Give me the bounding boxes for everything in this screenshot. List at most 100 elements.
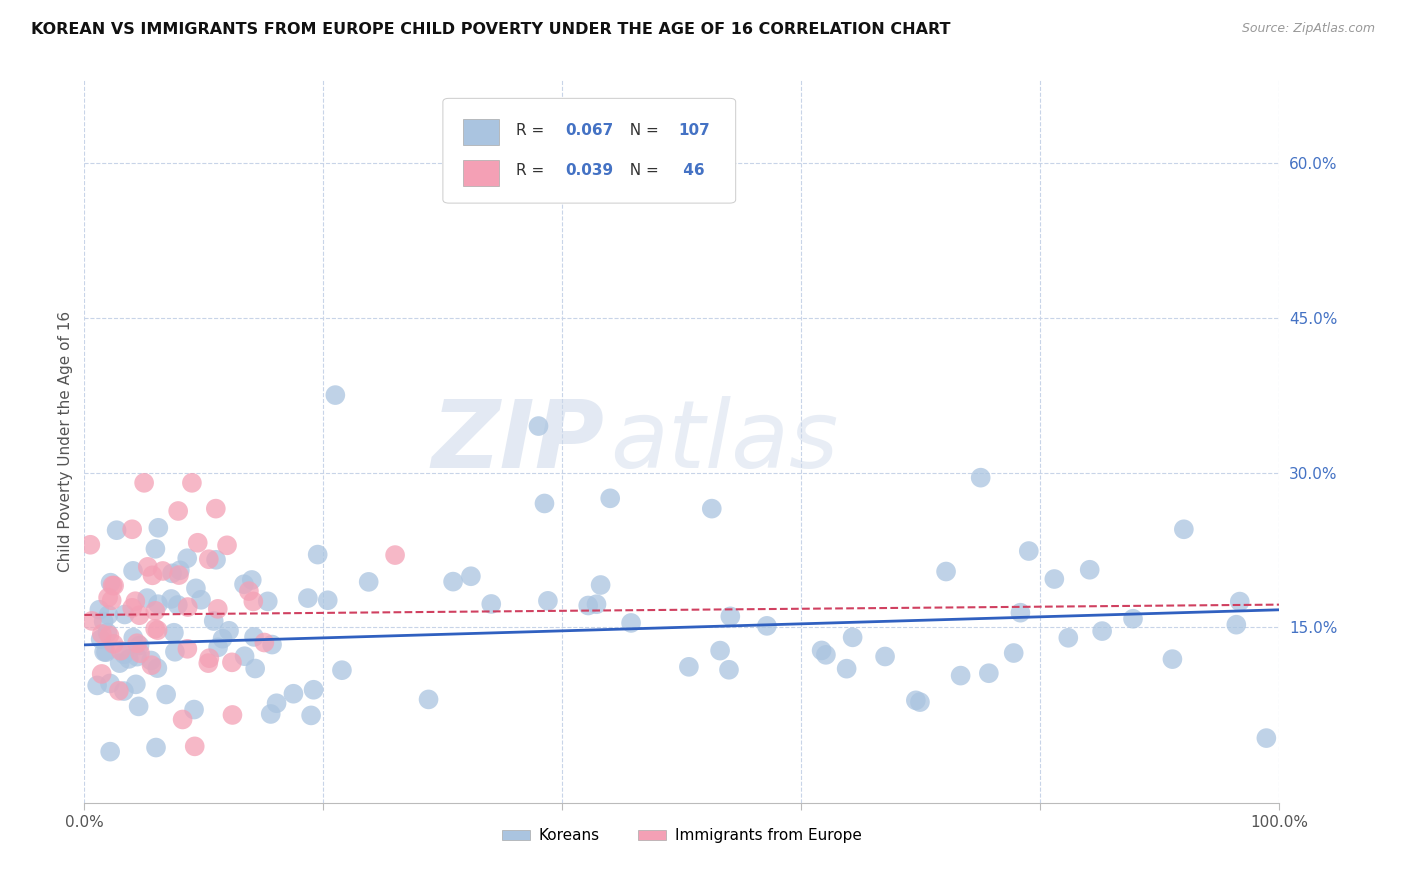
Point <box>221 656 243 670</box>
Point <box>167 504 190 518</box>
Point <box>121 522 143 536</box>
Point <box>242 594 264 608</box>
Text: 0.039: 0.039 <box>565 163 613 178</box>
Point <box>169 563 191 577</box>
Point <box>207 640 229 655</box>
Point <box>128 699 150 714</box>
Point <box>100 593 122 607</box>
Point <box>166 598 188 612</box>
Point <box>183 739 205 754</box>
Point <box>122 631 145 645</box>
Text: N =: N = <box>620 122 664 137</box>
Point <box>585 597 607 611</box>
Point <box>112 684 135 698</box>
Text: 46: 46 <box>678 163 704 178</box>
Point <box>970 471 993 485</box>
Point <box>678 660 700 674</box>
Point <box>198 651 221 665</box>
Point <box>141 568 163 582</box>
Point <box>176 551 198 566</box>
Point <box>167 568 190 582</box>
Point <box>233 649 256 664</box>
Text: 107: 107 <box>678 122 710 137</box>
Point <box>1229 594 1251 608</box>
Point <box>211 632 233 646</box>
Point <box>163 645 186 659</box>
Point <box>136 559 159 574</box>
Point <box>86 678 108 692</box>
Point <box>240 573 263 587</box>
Point <box>441 574 464 589</box>
Point <box>717 663 740 677</box>
Point <box>80 614 103 628</box>
Point <box>100 575 122 590</box>
Point <box>93 645 115 659</box>
Point <box>238 584 260 599</box>
Point <box>302 682 325 697</box>
Text: ZIP: ZIP <box>432 395 605 488</box>
Point <box>527 419 550 434</box>
Bar <box>463 120 499 145</box>
Point <box>146 623 169 637</box>
Point <box>755 619 778 633</box>
Point <box>718 609 741 624</box>
Point <box>103 637 125 651</box>
Point <box>479 597 502 611</box>
Point <box>1002 646 1025 660</box>
Point <box>146 661 169 675</box>
Point <box>357 574 380 589</box>
Point <box>122 564 145 578</box>
Point <box>977 666 1000 681</box>
Point <box>163 625 186 640</box>
Point <box>949 668 972 682</box>
Point <box>96 625 118 640</box>
Point <box>1043 572 1066 586</box>
Point <box>243 630 266 644</box>
Point <box>205 553 228 567</box>
Point <box>460 569 482 583</box>
Point <box>152 564 174 578</box>
Point <box>125 677 148 691</box>
Legend: Koreans, Immigrants from Europe: Koreans, Immigrants from Europe <box>496 822 868 849</box>
Text: KOREAN VS IMMIGRANTS FROM EUROPE CHILD POVERTY UNDER THE AGE OF 16 CORRELATION C: KOREAN VS IMMIGRANTS FROM EUROPE CHILD P… <box>31 22 950 37</box>
Point <box>198 552 221 566</box>
Point <box>98 628 121 642</box>
Point <box>233 577 256 591</box>
Point <box>128 608 150 623</box>
Point <box>1161 652 1184 666</box>
Point <box>1091 624 1114 639</box>
Point <box>108 656 131 670</box>
Point <box>98 676 121 690</box>
Point <box>1256 731 1278 745</box>
Point <box>177 600 200 615</box>
Point <box>145 541 167 556</box>
Point <box>145 740 167 755</box>
Point <box>700 501 723 516</box>
Point <box>139 653 162 667</box>
Point <box>1122 612 1144 626</box>
Point <box>599 491 621 506</box>
Point <box>810 643 832 657</box>
Point <box>183 702 205 716</box>
Point <box>418 692 440 706</box>
Point <box>1057 631 1080 645</box>
Point <box>330 663 353 677</box>
Point <box>98 745 121 759</box>
Point <box>110 644 132 658</box>
Point <box>128 639 150 653</box>
Point <box>935 565 957 579</box>
Point <box>260 638 283 652</box>
Point <box>221 708 243 723</box>
Text: R =: R = <box>516 163 548 178</box>
Point <box>620 615 643 630</box>
Point <box>114 607 136 622</box>
Point <box>108 683 131 698</box>
Point <box>576 599 599 613</box>
Point <box>97 607 120 622</box>
Point <box>93 615 115 629</box>
Point <box>589 578 612 592</box>
Point <box>533 496 555 510</box>
Point <box>1078 563 1101 577</box>
Point <box>125 649 148 664</box>
Point <box>181 475 204 490</box>
